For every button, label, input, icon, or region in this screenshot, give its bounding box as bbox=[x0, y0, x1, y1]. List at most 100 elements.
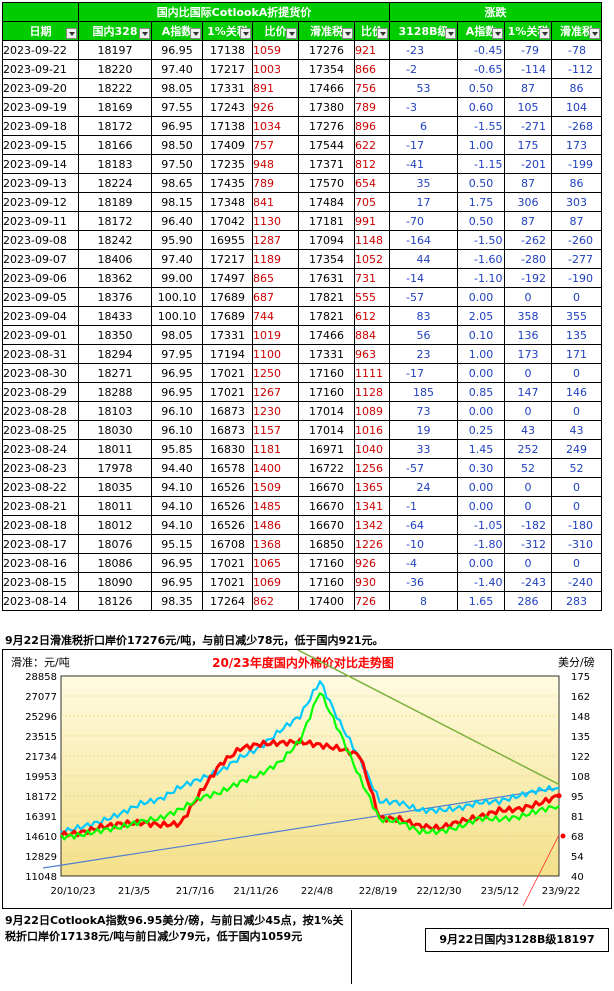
table-cell: 18011 bbox=[78, 496, 152, 516]
table-cell: 0 bbox=[551, 401, 602, 421]
table-cell: 2023-08-18 bbox=[2, 515, 79, 535]
table-cell: 136 bbox=[504, 325, 552, 345]
table-cell: 2023-09-04 bbox=[2, 306, 79, 326]
filter-dropdown-icon[interactable] bbox=[139, 28, 150, 39]
table-cell: 1016 bbox=[354, 420, 390, 440]
table-cell: 1341 bbox=[354, 496, 390, 516]
note-slide-tariff: 9月22日滑准税折口岸价17276元/吨，与前日减少78元，低于国内921元。 bbox=[5, 634, 384, 647]
filter-dropdown-icon[interactable] bbox=[286, 28, 297, 39]
filter-dropdown-icon[interactable] bbox=[445, 28, 456, 39]
table-cell: 0.00 bbox=[457, 363, 505, 383]
table-cell: 2023-08-21 bbox=[2, 496, 79, 516]
y-tick-right: 148 bbox=[571, 712, 590, 723]
table-cell: 926 bbox=[252, 97, 299, 117]
table-row: 2023-08-29 18288 96.95 17021 1267 17160 1128 18… bbox=[2, 382, 602, 402]
table-cell: 1485 bbox=[252, 496, 299, 516]
table-cell: 1181 bbox=[252, 439, 299, 459]
table-row: 2023-08-15 18090 96.95 17021 1069 17160 930 -36… bbox=[2, 572, 602, 592]
table-cell: 17094 bbox=[298, 230, 355, 250]
table-cell: 18030 bbox=[78, 420, 152, 440]
table-cell: 0.00 bbox=[457, 477, 505, 497]
table-cell: 0 bbox=[504, 553, 552, 573]
filter-dropdown-icon[interactable] bbox=[66, 28, 77, 39]
y-tick-left: 16391 bbox=[25, 812, 57, 823]
table-cell: 95.15 bbox=[151, 534, 203, 554]
table-cell: 17354 bbox=[298, 59, 355, 79]
table-cell: 866 bbox=[354, 59, 390, 79]
filter-dropdown-icon[interactable] bbox=[240, 28, 251, 39]
series-line-0 bbox=[60, 680, 560, 836]
y-tick-left: 19953 bbox=[25, 772, 57, 783]
table-cell: -41 bbox=[389, 154, 458, 174]
y-tick-left: 14610 bbox=[25, 832, 57, 843]
filter-dropdown-icon[interactable] bbox=[589, 28, 600, 39]
table-cell: 17138 bbox=[202, 40, 253, 60]
table-cell: 18189 bbox=[78, 192, 152, 212]
filter-dropdown-icon[interactable] bbox=[539, 28, 550, 39]
filter-dropdown-icon[interactable] bbox=[190, 28, 201, 39]
table-cell: 17409 bbox=[202, 135, 253, 155]
table-cell: 18271 bbox=[78, 363, 152, 383]
table-cell: 2023-09-13 bbox=[2, 173, 79, 193]
table-cell: 17160 bbox=[298, 382, 355, 402]
table-cell: 286 bbox=[504, 591, 552, 611]
table-cell: 17021 bbox=[202, 553, 253, 573]
table-cell: 23 bbox=[389, 344, 458, 364]
table-cell: 98.35 bbox=[151, 591, 203, 611]
x-tick: 21/7/16 bbox=[176, 886, 215, 897]
table-cell: 17160 bbox=[298, 572, 355, 592]
filter-dropdown-icon[interactable] bbox=[377, 28, 388, 39]
table-cell: 654 bbox=[354, 173, 390, 193]
table-cell: 18011 bbox=[78, 439, 152, 459]
filter-dropdown-icon[interactable] bbox=[492, 28, 503, 39]
table-cell: -182 bbox=[504, 515, 552, 535]
y-tick-left: 18172 bbox=[25, 792, 57, 803]
table-row: 2023-08-17 18076 95.15 16708 1368 16850 1226 -1… bbox=[2, 534, 602, 554]
table-cell: 249 bbox=[551, 439, 602, 459]
table-row: 2023-08-30 18271 96.95 17021 1250 17160 1111 -1… bbox=[2, 363, 602, 383]
table-cell: 0.85 bbox=[457, 382, 505, 402]
table-cell: -1.40 bbox=[457, 572, 505, 592]
table-row: 2023-09-04 18433 100.10 17689 744 17821 612 83 2… bbox=[2, 306, 602, 326]
table-cell: 1.75 bbox=[457, 192, 505, 212]
table-cell: 1052 bbox=[354, 249, 390, 269]
table-cell: 96.95 bbox=[151, 116, 203, 136]
header-col-1: 国内328 bbox=[78, 21, 152, 41]
table-cell: 18406 bbox=[78, 249, 152, 269]
table-cell: 2023-08-30 bbox=[2, 363, 79, 383]
table-cell: 94.40 bbox=[151, 458, 203, 478]
header-label: A指数 bbox=[161, 25, 193, 38]
table-cell: 1040 bbox=[354, 439, 390, 459]
table-cell: 2023-09-22 bbox=[2, 40, 79, 60]
table-cell: 97.40 bbox=[151, 249, 203, 269]
x-tick: 22/12/30 bbox=[417, 886, 462, 897]
table-cell: 175 bbox=[504, 135, 552, 155]
table-cell: 0 bbox=[504, 363, 552, 383]
table-cell: 2023-09-07 bbox=[2, 249, 79, 269]
header-col-4: 比价 bbox=[252, 21, 299, 41]
table-cell: 991 bbox=[354, 211, 390, 231]
table-cell: 17631 bbox=[298, 268, 355, 288]
table-cell: 18376 bbox=[78, 287, 152, 307]
header-group-change: 涨跌 bbox=[389, 2, 602, 22]
table-cell: 756 bbox=[354, 78, 390, 98]
x-tick: 21/3/5 bbox=[118, 886, 150, 897]
table-cell: 94.10 bbox=[151, 477, 203, 497]
table-cell: 963 bbox=[354, 344, 390, 364]
table-cell: 146 bbox=[551, 382, 602, 402]
table-cell: 98.05 bbox=[151, 78, 203, 98]
table-cell: 1003 bbox=[252, 59, 299, 79]
table-row: 2023-08-16 18086 96.95 17021 1065 17160 926 -4 0… bbox=[2, 553, 602, 573]
table-cell: -192 bbox=[504, 268, 552, 288]
table-cell: 1509 bbox=[252, 477, 299, 497]
table-cell: -240 bbox=[551, 572, 602, 592]
table-cell: 891 bbox=[252, 78, 299, 98]
table-cell: 0.50 bbox=[457, 78, 505, 98]
y-tick-right: 122 bbox=[571, 752, 590, 763]
table-cell: 2023-09-18 bbox=[2, 116, 79, 136]
filter-dropdown-icon[interactable] bbox=[342, 28, 353, 39]
header-col-3: 1%关税 bbox=[202, 21, 253, 41]
reference-line-blue bbox=[42, 787, 560, 869]
table-row: 2023-09-20 18222 98.05 17331 891 17466 756 53 0.… bbox=[2, 78, 602, 98]
table-cell: 1157 bbox=[252, 420, 299, 440]
